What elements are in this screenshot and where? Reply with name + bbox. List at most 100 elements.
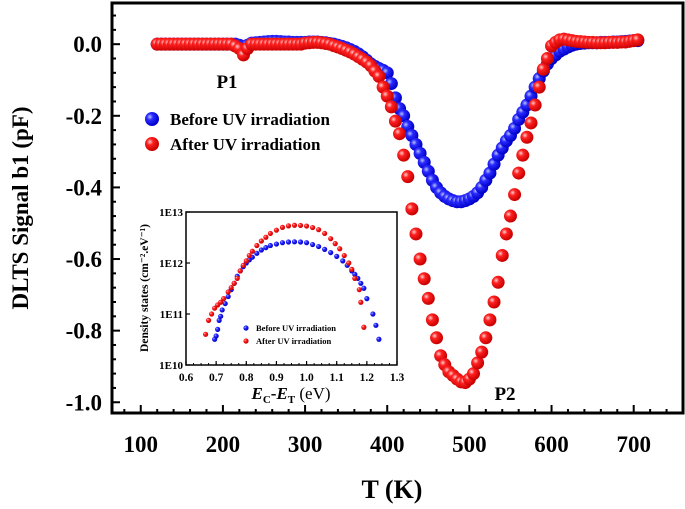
data-point-after-uv [524, 116, 538, 130]
legend-marker-before [145, 112, 159, 126]
inset-data-point-after-uv [328, 236, 334, 242]
inset-axes: 0.6 0.7 0.8 0.9 1.0 1.1 1.2 1.3 1E10 1E11 1E12 1E13 [159, 207, 404, 384]
inset-x-tick-label: 1.1 [330, 372, 345, 384]
inset-data-point-before-uv [291, 239, 298, 245]
inset-x-tick-label: 1.0 [299, 372, 314, 384]
main-axes: 100 200 300 400 500 600 7000.0-0.2-0.4-0.6-0.8… [66, 14, 684, 457]
x-tick-label: 500 [452, 432, 487, 457]
inset-x-tick-label: 0.8 [239, 372, 254, 384]
inset-data-point-before-uv [263, 245, 269, 251]
y-tick-label: -0.4 [66, 175, 103, 200]
inset-xlabel-e2: E [275, 384, 287, 403]
inset-legend-marker-before [243, 325, 249, 331]
data-point-after-uv [512, 166, 526, 180]
inset-data-point-before-uv [215, 326, 221, 332]
inset-data-point-after-uv [218, 299, 224, 305]
inset-data-point-after-uv [237, 268, 243, 274]
inset-data-point-before-uv [358, 280, 364, 286]
inset-data-point-after-uv [352, 275, 358, 281]
data-point-after-uv [479, 331, 493, 345]
data-point-after-uv [483, 313, 497, 327]
inset-y-tick-label: 1E10 [159, 360, 183, 372]
inset-data-point-after-uv [263, 234, 269, 240]
inset-data-point-after-uv [254, 242, 260, 249]
inset-data-point-after-uv [267, 230, 273, 237]
inset-xlabel-dash: - [271, 384, 277, 403]
inset-legend: Before UV irradiation After UV irradiati… [243, 323, 336, 346]
data-point-after-uv [393, 127, 407, 141]
data-point-after-uv [405, 202, 419, 216]
main-plot-area [150, 32, 645, 390]
data-point-after-uv [631, 33, 645, 47]
inset-data-point-before-uv [213, 333, 219, 339]
inset-xlabel-sub2: T [288, 394, 296, 406]
data-point-after-uv [372, 69, 386, 83]
legend-marker-after [145, 137, 159, 151]
data-point-after-uv [495, 248, 509, 262]
data-point-after-uv [508, 188, 522, 202]
inset-data-point-before-uv [216, 317, 222, 323]
inset-data-point-before-uv [376, 336, 382, 342]
data-point-after-uv [388, 114, 402, 128]
inset-data-point-before-uv [303, 240, 310, 246]
inset-y-tick-label: 1E13 [159, 207, 183, 219]
x-tick-label: 600 [534, 432, 569, 457]
inset-data-point-before-uv [322, 246, 328, 252]
data-point-after-uv [516, 148, 530, 162]
inset-data-point-before-uv [316, 243, 322, 250]
y-tick-label: -0.6 [66, 247, 102, 272]
x-tick-label: 200 [206, 432, 241, 457]
inset-data-point-before-uv [279, 240, 286, 246]
data-point-after-uv [417, 272, 431, 286]
inset-data-point-before-uv [310, 241, 316, 248]
inset-data-point-after-uv [202, 331, 209, 337]
inset-data-point-after-uv [316, 227, 322, 233]
data-point-after-uv [528, 98, 542, 112]
inset-data-point-after-uv [225, 289, 231, 295]
data-point-after-uv [487, 295, 501, 309]
inset-data-point-after-uv [356, 287, 362, 293]
inset-data-point-after-uv [310, 224, 316, 231]
data-point-after-uv [413, 252, 427, 266]
inset-legend-label-after: After UV irradiation [256, 336, 332, 346]
inset-data-point-after-uv [358, 299, 364, 305]
inset-data-point-after-uv [303, 223, 310, 229]
inset-data-point-after-uv [341, 252, 347, 259]
x-tick-label: 400 [370, 432, 405, 457]
main-legend: Before UV irradiation After UV irradiati… [145, 110, 330, 154]
inset-data-point-after-uv [285, 223, 292, 229]
inset-data-point-after-uv [291, 222, 298, 228]
data-point-after-uv [471, 356, 485, 370]
inset-data-point-before-uv [352, 271, 358, 277]
y-tick-label: -0.2 [66, 104, 102, 129]
inset-data-point-after-uv [279, 224, 286, 230]
data-point-after-uv [536, 62, 550, 76]
x-tick-label: 100 [124, 432, 159, 457]
inset-xlabel-unit: (eV) [295, 384, 330, 403]
data-point-after-uv [466, 367, 480, 381]
inset-data-point-before-uv [267, 242, 273, 249]
inset-data-point-after-uv [221, 296, 227, 302]
data-point-after-uv [499, 227, 513, 241]
inset-data-point-after-uv [206, 317, 212, 323]
inset-data-point-before-uv [370, 311, 376, 317]
data-point-after-uv [491, 275, 505, 289]
inset-data-point-after-uv [228, 284, 234, 291]
y-tick-label: 0.0 [73, 32, 102, 57]
inset-data-point-before-uv [254, 250, 260, 256]
inset-xlabel-sub1: C [263, 394, 271, 406]
inset-x-tick-label: 0.9 [269, 372, 284, 384]
inset-data-point-before-uv [340, 258, 346, 264]
inset-data-point-before-uv [218, 313, 224, 319]
main-plot-frame [110, 1, 685, 415]
inset-data-point-after-uv [209, 311, 215, 317]
inset-data-point-after-uv [322, 230, 328, 237]
inset-data-point-after-uv [297, 222, 304, 229]
inset-data-point-after-uv [361, 324, 367, 330]
inset-data-point-after-uv [246, 252, 252, 259]
inset-x-axis-title: EC-ET (eV) [250, 384, 330, 406]
inset-y-tick-label: 1E11 [160, 309, 183, 321]
inset-x-tick-label: 0.6 [179, 372, 194, 384]
inset-x-tick-label: 0.7 [209, 372, 224, 384]
inset-data-point-after-uv [337, 246, 343, 252]
